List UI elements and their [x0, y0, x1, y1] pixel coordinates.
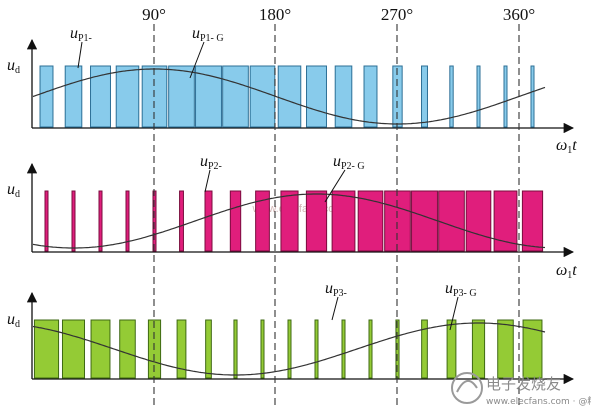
pwm-pulse: [357, 190, 384, 252]
pwm-pulse: [368, 319, 373, 379]
pulse-signal-label: uP3-: [325, 280, 347, 299]
time-axis-label: ω1t: [556, 137, 577, 156]
angle-labels: 90° 180° 270° 360°: [142, 5, 535, 24]
fundamental-signal-label: uP3- G: [445, 280, 477, 299]
logo-sub-text: www.elecfans.com · @精选电子: [486, 395, 591, 407]
sine-label-leader: [324, 169, 346, 203]
pwm-pulse: [260, 319, 265, 379]
angle-guide-lines: [153, 24, 520, 408]
logo-mark-icon: [451, 372, 483, 404]
pwm-pulse: [363, 65, 378, 128]
pwm-pulse: [438, 190, 465, 252]
pwm-pulse: [521, 190, 544, 252]
pwm-pulse: [90, 319, 111, 379]
amplitude-axis-label: ud: [7, 311, 20, 330]
pwm-pulse: [229, 190, 242, 252]
pwm-pulse: [306, 65, 327, 128]
pulse-signal-label: uP2-: [200, 153, 222, 172]
pwm-pulse: [255, 190, 270, 252]
pwm-pulse: [334, 65, 353, 128]
pwm-pulse: [476, 65, 481, 128]
pwm-pulse: [176, 319, 187, 379]
pwm-pulse: [522, 319, 543, 379]
pwm-pulse: [90, 65, 111, 128]
pwm-pulse: [503, 65, 508, 128]
pwm-pulse: [277, 65, 302, 128]
pwm-pulse: [64, 65, 83, 128]
fundamental-signal-label: uP2- G: [333, 153, 365, 172]
waveform-panel-3: ud uP3- uP3- G: [7, 280, 575, 385]
pwm-pulses: [44, 190, 544, 252]
logo-swirl-icon: [456, 380, 478, 393]
pwm-pulse: [287, 319, 292, 379]
pwm-pulse: [331, 190, 356, 252]
pwm-pulse: [421, 319, 428, 379]
pwm-pulse: [411, 190, 438, 252]
pwm-pulse: [61, 319, 86, 379]
pwm-pulse: [449, 65, 454, 128]
pwm-pulse: [493, 190, 518, 252]
amplitude-axis-label: ud: [7, 57, 20, 76]
angle-label-90: 90°: [142, 5, 166, 24]
angle-label-360: 360°: [503, 5, 535, 24]
pulse-label-leader: [77, 41, 83, 69]
pwm-pulses: [39, 65, 535, 128]
pwm-pulse: [305, 190, 328, 252]
pwm-pulse: [39, 65, 54, 128]
pwm-pulse: [421, 65, 428, 128]
pwm-pulse: [44, 190, 49, 252]
angle-label-180: 180°: [259, 5, 291, 24]
waveform-panel-1: ud ω1t uP1- uP1- G: [7, 25, 577, 156]
pwm-pulse: [249, 65, 276, 128]
reference-sine-wave: [32, 322, 546, 376]
sine-label-leader: [449, 296, 459, 331]
pwm-pulse: [222, 65, 249, 128]
pwm-pulse: [71, 190, 76, 252]
pwm-pulse: [119, 319, 136, 379]
pwm-pulses: [33, 319, 543, 379]
pwm-pulse: [125, 190, 130, 252]
fundamental-signal-label: uP1- G: [192, 25, 224, 44]
pwm-pulse: [205, 319, 212, 379]
pwm-pulse: [446, 319, 457, 379]
pulse-label-leader: [331, 296, 339, 321]
pwm-pulse: [530, 65, 535, 128]
pwm-pulse: [471, 319, 486, 379]
pwm-pulse: [233, 319, 238, 379]
pwm-pulse: [465, 190, 492, 252]
sine-label-leader: [189, 41, 205, 79]
time-axis-label: ω1t: [556, 262, 577, 281]
pwm-pulse: [179, 190, 184, 252]
reference-sine-wave: [32, 193, 546, 249]
reference-sine-wave: [32, 68, 546, 125]
site-logo-watermark: 电子发烧友 www.elecfans.com · @精选电子: [451, 372, 591, 407]
pulse-label-leader: [204, 169, 211, 193]
pwm-pulse: [168, 65, 195, 128]
pwm-pulse: [341, 319, 346, 379]
pwm-pulse: [195, 65, 222, 128]
pwm-pulse: [314, 319, 319, 379]
pwm-pulse: [98, 190, 103, 252]
amplitude-axis-label: ud: [7, 181, 20, 200]
pwm-pulse: [115, 65, 140, 128]
pulse-signal-label: uP1-: [70, 25, 92, 44]
angle-label-270: 270°: [381, 5, 413, 24]
pwm-pulse: [280, 190, 299, 252]
pwm-pulse: [497, 319, 514, 379]
logo-main-text: 电子发烧友: [486, 375, 561, 393]
waveform-panel-2: ud ω1t uP2- uP2- G: [7, 153, 577, 281]
pwm-pulse: [204, 190, 213, 252]
